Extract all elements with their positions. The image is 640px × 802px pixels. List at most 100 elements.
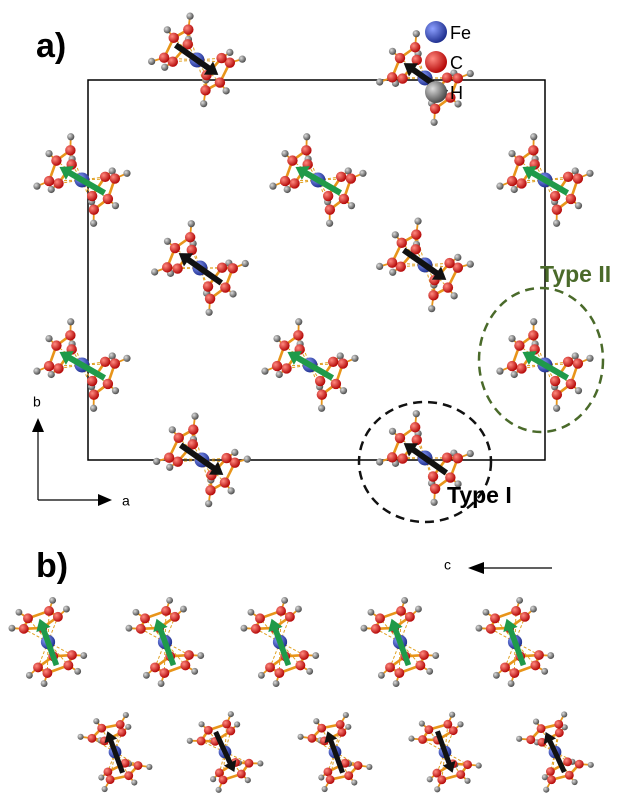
c-atom	[441, 452, 453, 463]
h-atom	[163, 237, 172, 245]
arrowhead	[295, 166, 310, 180]
h-atom	[507, 680, 515, 687]
c-atom	[565, 378, 577, 390]
c-atom	[265, 662, 275, 673]
h-atom	[457, 721, 464, 728]
c-atom	[184, 232, 196, 243]
arrowhead	[98, 494, 112, 506]
c-atom	[18, 623, 29, 634]
moment-arrow	[157, 626, 177, 667]
h-atom	[516, 735, 523, 742]
c-atom	[441, 72, 453, 83]
c-atom	[395, 261, 406, 272]
c-atom	[169, 242, 181, 254]
c-atom	[65, 330, 76, 341]
moment-arrow	[294, 354, 335, 381]
c-atom	[554, 728, 564, 738]
h-atom	[376, 458, 384, 466]
c-atom	[97, 723, 107, 733]
c-atom	[324, 204, 336, 215]
h-atom	[151, 268, 159, 276]
c-atom	[186, 244, 197, 256]
c-atom	[514, 155, 525, 166]
c-atom	[418, 735, 427, 744]
c-atom	[394, 668, 405, 678]
c-atom	[135, 623, 146, 634]
h-atom	[146, 763, 153, 770]
c-atom	[229, 457, 241, 468]
h-atom	[543, 786, 550, 793]
h-atom	[389, 268, 397, 276]
axis-label: b	[33, 394, 41, 410]
c-atom	[203, 725, 213, 735]
h-atom	[281, 149, 289, 158]
h-atom	[466, 449, 474, 458]
h-atom	[186, 737, 193, 744]
h-atom	[408, 735, 415, 742]
h-atom	[180, 605, 187, 613]
c-atom	[562, 356, 574, 367]
h-atom	[187, 220, 195, 228]
c-atom	[394, 432, 406, 444]
c-atom	[411, 434, 422, 446]
c-atom	[500, 662, 510, 673]
c-atom	[188, 424, 199, 435]
h-atom	[205, 500, 213, 508]
h-atom	[67, 318, 75, 326]
c-atom	[227, 263, 238, 274]
h-atom	[148, 57, 156, 66]
fe-c-bond	[207, 729, 226, 753]
h-atom	[163, 26, 171, 34]
h-atom	[210, 776, 217, 783]
h-atom	[496, 182, 504, 190]
fe-c-bond	[114, 751, 130, 776]
moment-arrow	[185, 256, 224, 286]
c-atom	[168, 32, 179, 44]
h-atom	[344, 167, 352, 175]
c-atom	[250, 623, 261, 634]
legend-label: Fe	[450, 23, 471, 43]
h-atom	[198, 721, 205, 728]
c-atom	[443, 719, 453, 729]
arrowhead	[153, 618, 168, 633]
h-atom	[45, 149, 53, 158]
h-atom	[541, 774, 548, 781]
legend-fe	[425, 21, 447, 43]
c-atom	[293, 330, 304, 341]
h-atom	[342, 711, 349, 719]
arrowhead	[522, 166, 537, 180]
arrowhead	[388, 618, 403, 633]
c-atom	[551, 204, 563, 215]
c-atom	[33, 662, 43, 673]
c-atom	[86, 190, 98, 202]
c-atom	[419, 650, 429, 660]
c-atom	[396, 606, 406, 616]
h-atom	[122, 711, 129, 719]
h-atom	[49, 596, 57, 604]
c-atom	[214, 77, 226, 88]
h-atom	[108, 352, 116, 360]
h-atom	[553, 219, 561, 227]
legend-label: H	[450, 83, 463, 103]
c-atom	[216, 52, 227, 64]
c-atom	[442, 282, 454, 293]
c-atom	[463, 760, 472, 770]
h-atom	[90, 219, 98, 227]
c-atom	[409, 42, 421, 53]
arrowhead	[268, 618, 283, 633]
fe-c-bond	[114, 751, 139, 766]
arrowhead	[59, 166, 74, 180]
c-atom	[337, 358, 349, 369]
h-atom	[153, 457, 161, 466]
c-atom	[344, 771, 354, 781]
c-atom	[150, 662, 160, 673]
moment-arrow	[66, 169, 107, 196]
c-atom	[526, 735, 536, 745]
arrowhead	[324, 731, 338, 744]
fe-c-bond	[294, 179, 319, 184]
molecules	[8, 12, 594, 793]
c-atom	[549, 375, 561, 387]
panel-label: b)	[36, 547, 68, 585]
c-atom	[200, 85, 211, 96]
fe-c-bond	[334, 751, 350, 776]
